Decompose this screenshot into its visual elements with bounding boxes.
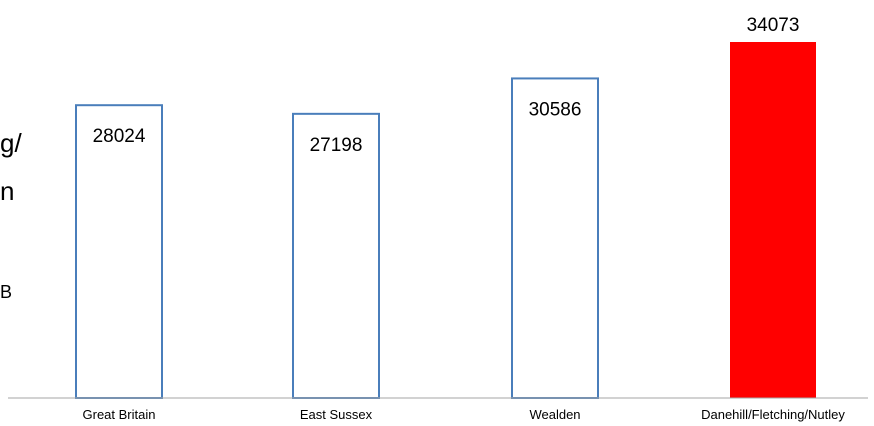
clipped-side-text-3: B <box>0 282 13 302</box>
category-label-east-sussex: East Sussex <box>300 407 373 422</box>
data-label-great-britain: 28024 <box>93 126 146 147</box>
category-label-danehill-fletching-nutley: Danehill/Fletching/Nutley <box>701 407 845 422</box>
clipped-side-text-1: g/ <box>0 128 22 158</box>
category-label-great-britain: Great Britain <box>83 407 156 422</box>
data-labels-group: 28024 27198 30586 34073 <box>93 15 800 156</box>
bar-danehill-fletching-nutley <box>730 42 816 398</box>
category-label-wealden: Wealden <box>529 407 580 422</box>
data-label-east-sussex: 27198 <box>310 135 363 156</box>
category-labels-group: Great Britain East Sussex Wealden Danehill/… <box>83 407 846 422</box>
data-label-wealden: 30586 <box>529 99 582 120</box>
bar-wealden <box>511 77 599 400</box>
data-label-danehill-fletching-nutley: 34073 <box>747 15 800 36</box>
bar-great-britain <box>75 104 163 399</box>
clipped-side-text-2: n <box>0 176 15 206</box>
bar-east-sussex <box>292 112 380 400</box>
bars-group <box>75 42 816 400</box>
